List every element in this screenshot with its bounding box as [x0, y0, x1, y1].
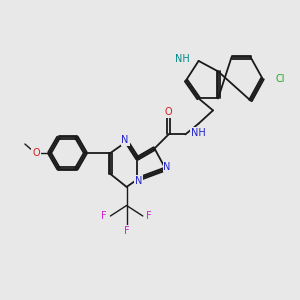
Text: O: O: [32, 148, 40, 158]
Text: Cl: Cl: [276, 74, 286, 84]
Text: NH: NH: [191, 128, 206, 138]
Text: N: N: [135, 176, 142, 186]
Text: N: N: [164, 161, 171, 172]
Text: N: N: [122, 135, 129, 145]
Text: O: O: [165, 107, 172, 117]
Text: NH: NH: [176, 53, 190, 64]
Text: F: F: [146, 211, 152, 221]
Text: F: F: [101, 211, 107, 221]
Text: F: F: [124, 226, 129, 236]
